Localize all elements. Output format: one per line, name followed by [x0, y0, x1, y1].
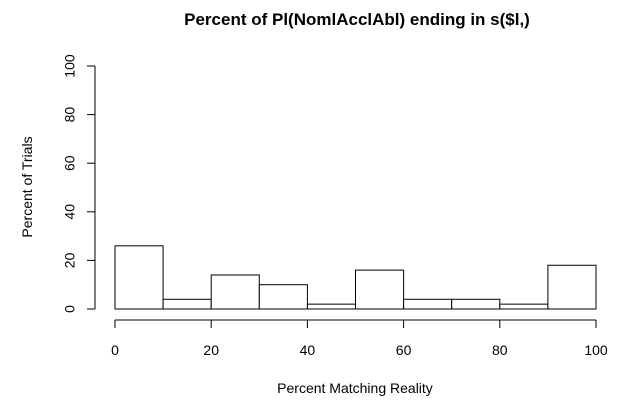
histogram-bar-4: [306, 303, 356, 310]
histogram-bar-3: [258, 284, 308, 310]
x-tick-label: 100: [584, 342, 608, 358]
bars-group: [114, 245, 597, 310]
x-tick-label: 60: [396, 342, 412, 358]
x-tick-label: 80: [492, 342, 508, 358]
y-axis: 0 20 40 60 80 100: [62, 54, 96, 313]
histogram-bar-8: [499, 303, 549, 310]
y-tick-label: 80: [62, 107, 78, 123]
y-tick-label: 60: [62, 155, 78, 171]
chart-title: Percent of Pl(NomlAcclAbl) ending in s($…: [184, 10, 530, 29]
y-tick-label: 40: [62, 204, 78, 220]
x-axis: 0 20 40 60 80 100: [111, 319, 608, 358]
y-tick-label: 100: [62, 54, 78, 78]
histogram-bar-0: [114, 245, 164, 310]
histogram-bar-5: [355, 269, 405, 310]
x-axis-label: Percent Matching Reality: [277, 380, 433, 396]
x-tick-label: 20: [203, 342, 219, 358]
histogram-bar-7: [451, 298, 501, 310]
histogram-bar-2: [210, 274, 260, 310]
x-tick-label: 0: [111, 342, 119, 358]
histogram-bar-6: [403, 298, 453, 310]
histogram-bar-1: [162, 298, 212, 310]
y-tick-label: 20: [62, 252, 78, 268]
histogram-bar-9: [547, 264, 597, 310]
y-tick-label: 0: [62, 305, 78, 313]
y-axis-label: Percent of Trials: [19, 136, 35, 237]
x-tick-label: 40: [300, 342, 316, 358]
